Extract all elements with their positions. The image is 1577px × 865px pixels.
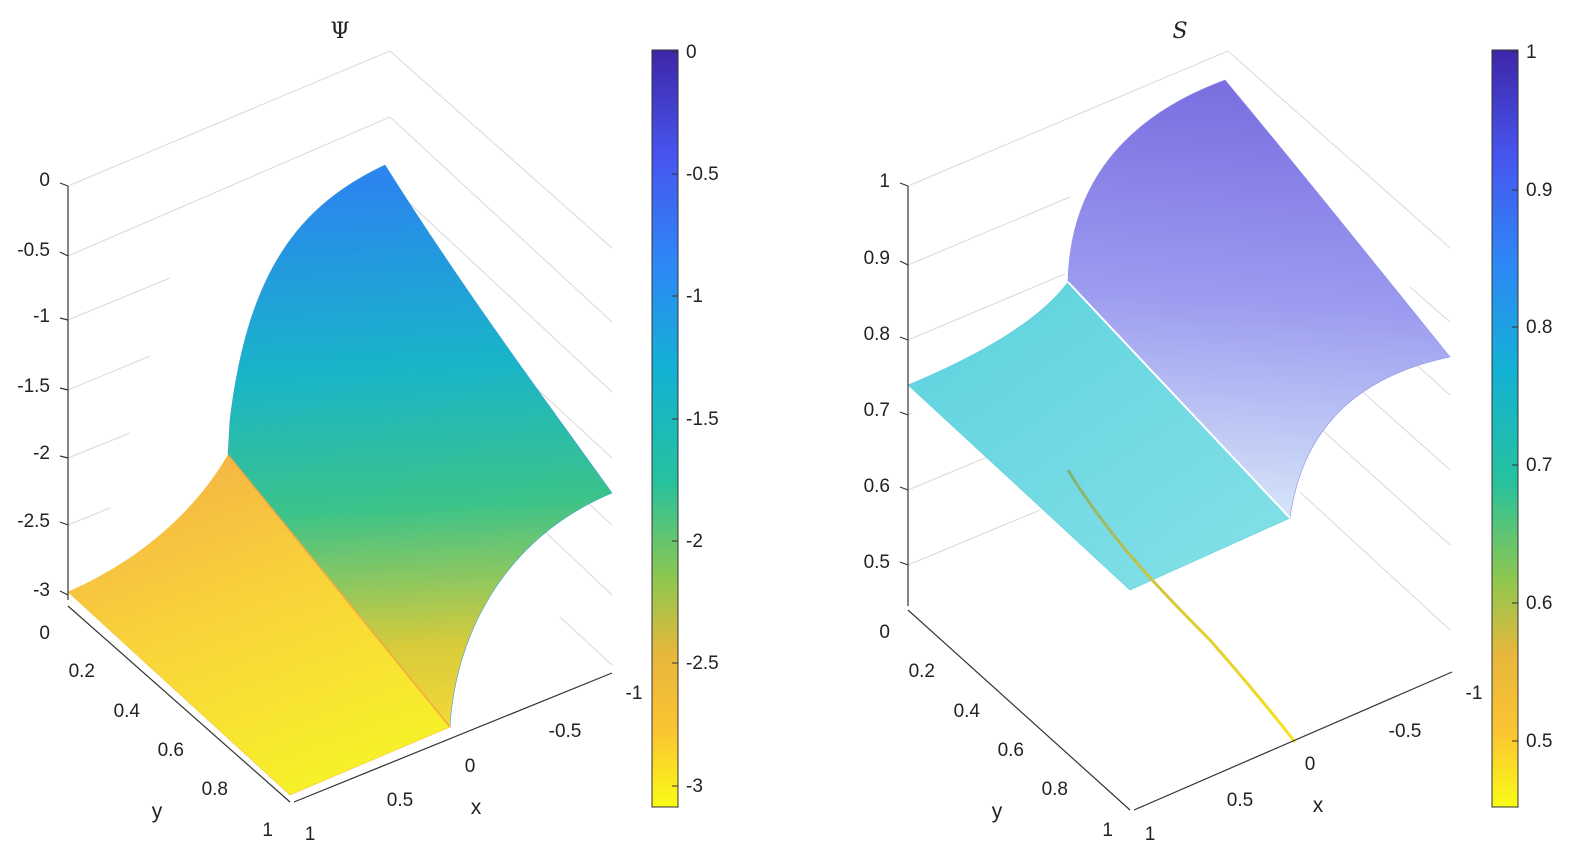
psi-x-tick-0: -1 [626,683,643,704]
s-cbar-tick-3: 0.7 [1526,455,1552,476]
psi-y-tick-1: 0.2 [69,661,95,682]
s-z-tick-3: 0.7 [864,400,890,421]
psi-y-tick-0: 0 [39,623,50,644]
psi-cbar-tick-2: -1 [686,286,703,307]
s-x-label: x [1313,794,1324,817]
psi-x-tick-2: 0 [465,756,476,777]
s-z-tickmarks [899,182,909,566]
s-surface-crease [1067,281,1291,519]
s-x-tick-2: 0 [1305,754,1316,775]
psi-z-tick-6: -3 [33,580,50,601]
psi-x-tick-1: -0.5 [549,721,582,742]
psi-z-tick-1: -0.5 [17,240,50,261]
psi-cbar-tick-6: -3 [686,776,703,797]
psi-surface-back [227,164,613,728]
s-z-tick-2: 0.8 [864,324,890,345]
s-axes [907,186,1453,811]
s-plot: S 1 0.9 0.8 0.7 0.6 0.5 0 0.2 0.4 0.6 0.… [864,19,1483,845]
psi-surface-crease [227,454,451,728]
psi-x-tick-4: 1 [305,824,316,845]
psi-z-tick-5: -2.5 [17,511,50,532]
s-x-tick-3: 0.5 [1227,790,1253,811]
s-z-tick-1: 0.9 [864,248,890,269]
psi-y-tick-2: 0.4 [114,701,141,722]
s-z-tick-5: 0.5 [864,552,890,573]
s-z-tick-0: 1 [879,171,890,192]
s-x-tick-0: -1 [1466,683,1483,704]
s-cbar-tick-5: 0.5 [1526,731,1552,752]
s-title: S [1172,19,1187,44]
s-y-tick-3: 0.6 [998,740,1024,761]
psi-y-tick-5: 1 [262,820,273,841]
psi-z-tick-0: 0 [39,170,50,191]
psi-x-tick-3: 0.5 [387,790,413,811]
s-colorbar: 1 0.9 0.8 0.7 0.6 0.5 [1491,42,1552,808]
psi-z-tick-2: -1 [33,306,50,327]
s-cbar-tick-4: 0.6 [1526,593,1552,614]
psi-y-tick-3: 0.6 [158,740,184,761]
psi-y-tick-4: 0.8 [202,779,228,800]
psi-z-tickmarks [59,182,69,596]
s-cbar-tick-2: 0.8 [1526,317,1552,338]
psi-title: Ψ [330,19,349,44]
psi-z-tick-3: -1.5 [17,376,50,397]
s-cbar-tick-0: 1 [1526,42,1537,63]
s-y-tick-2: 0.4 [954,701,981,722]
s-cbar-tick-1: 0.9 [1526,180,1552,201]
psi-axes [67,186,613,803]
psi-cbar-tick-3: -1.5 [686,409,719,430]
s-grid [907,50,1451,631]
s-x-tick-4: 1 [1145,824,1156,845]
psi-colorbar: 0 -0.5 -1 -1.5 -2 -2.5 -3 [651,42,719,808]
s-colorbar-bar [1491,49,1519,808]
s-y-tick-0: 0 [879,622,890,643]
psi-y-label: y [152,800,163,823]
psi-plot: Ψ 0 -0.5 -1 -1.5 -2 -2.5 -3 0 0.2 0.4 0.… [17,19,642,845]
s-x-tick-1: -0.5 [1389,721,1422,742]
psi-x-label: x [471,796,482,819]
s-y-tick-5: 1 [1102,820,1113,841]
psi-colorbar-bar [651,49,679,808]
s-interface-curve [1066,469,1297,743]
psi-cbar-tick-4: -2 [686,531,703,552]
psi-cbar-tick-1: -0.5 [686,164,719,185]
psi-cbar-tick-5: -2.5 [686,653,719,674]
s-surface-back [1067,79,1451,519]
s-y-tick-4: 0.8 [1042,779,1068,800]
s-y-tick-1: 0.2 [909,661,935,682]
s-y-label: y [992,800,1003,823]
psi-z-tick-4: -2 [33,443,50,464]
psi-cbar-tick-0: 0 [686,42,697,63]
s-z-tick-4: 0.6 [864,476,890,497]
